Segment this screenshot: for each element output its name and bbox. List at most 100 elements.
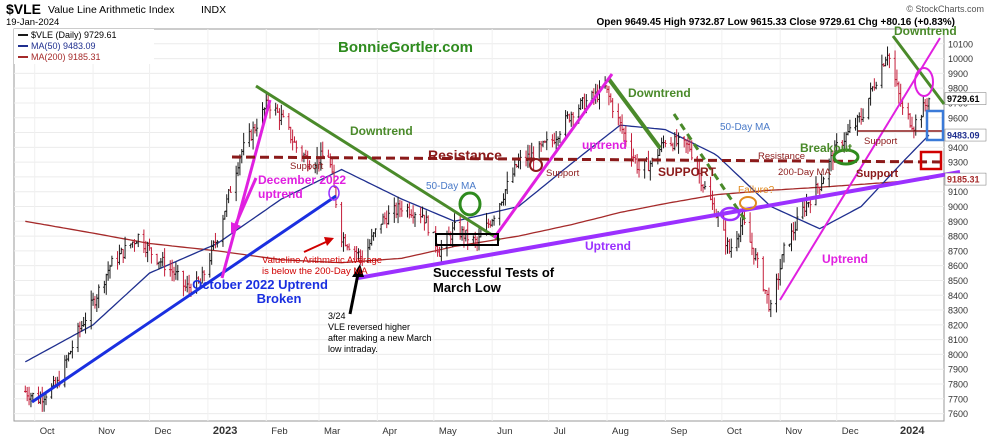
x-tick-label: Feb (271, 426, 287, 437)
breakout-label: Breakout (800, 141, 852, 155)
brand-label: BonnieGortler.com (338, 39, 473, 56)
y-tick-label: 8600 (948, 261, 968, 271)
price-value-label: 9729.61 (947, 94, 980, 104)
below-200-label-2: is below the 200-Day MA (262, 266, 368, 277)
chart-date: 19-Jan-2024 (6, 17, 59, 28)
ma50-path (24, 124, 930, 363)
y-tick-label: 7700 (948, 394, 968, 404)
arrow-december (233, 177, 258, 227)
y-tick-label: 10000 (948, 54, 973, 64)
x-tick-label: Jun (497, 426, 512, 437)
arrow-december-head (231, 222, 241, 234)
x-axis: Oct Nov Dec 2023 Feb Mar Apr May Jun Jul Aug Sep Oct… (40, 425, 926, 437)
purple-circle-mar (328, 185, 340, 201)
ma50-box (925, 109, 945, 142)
y-tick-label: 9800 (948, 84, 968, 94)
ma50-value-label: 9483.09 (947, 131, 980, 141)
downtrend-line-2 (606, 76, 662, 150)
price-bars (23, 46, 931, 412)
x-tick-label: Mar (324, 426, 340, 437)
chart-index-name: Value Line Arithmetic Index (48, 4, 175, 16)
arrow-reversal (348, 273, 360, 315)
y-tick-label: 8000 (948, 350, 968, 360)
support-label-dec: Support (856, 168, 898, 180)
x-tick-label: Nov (785, 426, 802, 437)
y-tick-label: 9900 (948, 69, 968, 79)
x-tick-label: Nov (98, 426, 115, 437)
plot-frame (13, 28, 945, 422)
magenta-circle-jan (914, 67, 934, 97)
purple-circle-oct (719, 206, 741, 222)
x-tick-label: Oct (40, 426, 55, 437)
ma200-value-label-box (944, 172, 987, 186)
x-tick-label: May (439, 426, 457, 437)
y-tick-label: 8900 (948, 217, 968, 227)
ma50-label-may: 50-Day MA (426, 181, 476, 192)
y-tick-label: 8800 (948, 232, 968, 242)
y-axis: 7600 7700 7800 7900 8000 8100 8200 8300 8400 8500… (948, 39, 973, 419)
arrow-reversal-head (352, 264, 364, 277)
x-tick-label: Jul (554, 426, 566, 437)
y-tick-label: 9400 (948, 143, 968, 153)
legend: $VLE (Daily) 9729.61 MA(50) 9483.09 MA(2… (14, 29, 154, 64)
uptrend-magenta-dec (220, 99, 272, 279)
uptrend-magenta-jun (492, 73, 614, 239)
y-tick-label: 8700 (948, 246, 968, 256)
y-tick-label: 9600 (948, 113, 968, 123)
below-200-label-1: Valueline Arithmetic Average (262, 255, 382, 266)
march-low-box (435, 233, 499, 246)
failure-label: Failure? (738, 185, 775, 196)
y-tick-label: 8100 (948, 335, 968, 345)
annotations: BonnieGortler.com Downtrend Downtrend Do… (192, 24, 957, 354)
y-tick-label: 8500 (948, 276, 968, 286)
y-tick-label: 10100 (948, 39, 973, 49)
ma50-circle-may (458, 191, 482, 217)
x-tick-label: 2024 (900, 425, 925, 437)
uptrend-label-jul: uptrend (582, 138, 627, 152)
resistance-label-small: Resistance (758, 151, 805, 162)
failure-circle (739, 196, 757, 210)
price-value-label-box (944, 92, 987, 105)
december-uptrend-label-1: December 2022 (258, 173, 346, 187)
arrow-below-200-head (324, 237, 334, 246)
markers (328, 67, 945, 246)
x-tick-label: Dec (842, 426, 859, 437)
october-broken-label-2: Broken (257, 291, 302, 306)
watermark: © StockCharts.com (906, 4, 984, 14)
x-tick-label: Apr (382, 426, 397, 437)
y-tick-label: 7800 (948, 380, 968, 390)
ma50-value-label-box (944, 128, 987, 142)
y-tick-label: 8200 (948, 320, 968, 330)
x-tick-label: Aug (612, 426, 629, 437)
legend-price: $VLE (Daily) 9729.61 (31, 30, 117, 40)
ma200-value-label: 9185.31 (947, 175, 980, 185)
uptrend-label-nov: Uptrend (822, 252, 868, 266)
ma200-box (919, 150, 943, 171)
y-tick-label: 7900 (948, 365, 968, 375)
downtrend-label-3: Downtrend (894, 24, 957, 38)
chart-symbol: $VLE (6, 1, 41, 17)
october-uptrend-line (31, 194, 337, 404)
trendlines (31, 35, 961, 404)
note-label-4: low intraday. (328, 344, 378, 354)
support-label-jan: Support (864, 136, 898, 147)
ma50-line (24, 124, 930, 363)
x-tick-label: Dec (155, 426, 172, 437)
y-tick-label: 7600 (948, 409, 968, 419)
y-tick-label: 9000 (948, 202, 968, 212)
resistance-circle (529, 158, 543, 172)
x-tick-label: Oct (727, 426, 742, 437)
support-label-feb: Support (290, 161, 324, 172)
purple-uptrend-line (357, 170, 961, 280)
resistance-label-main: Resistance (428, 147, 502, 163)
ohlc-readout: Open 9649.45 High 9732.87 Low 9615.33 Cl… (596, 17, 955, 28)
legend-ma200: MA(200) 9185.31 (31, 52, 101, 62)
december-uptrend-label-2: uptrend (258, 187, 303, 201)
arrow-below-200 (303, 241, 327, 253)
uptrend-label-purple: Uptrend (585, 239, 631, 253)
tests-label-1: Successful Tests of (433, 265, 555, 280)
resistance-line (231, 155, 945, 164)
tests-label-2: March Low (433, 280, 502, 295)
